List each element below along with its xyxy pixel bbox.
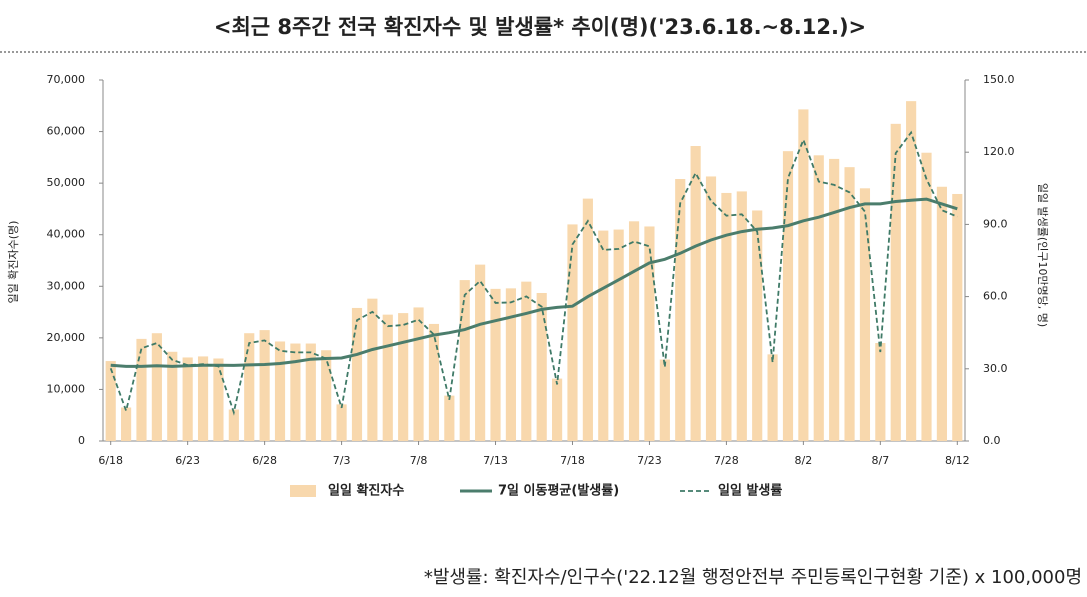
bar: [767, 354, 778, 441]
bar: [705, 176, 717, 441]
bar: [505, 288, 516, 441]
y2-axis-label: 일일 발생률(인구10만명당, 명): [1036, 183, 1050, 327]
bar: [721, 192, 732, 441]
bar: [213, 358, 224, 441]
bar: [475, 264, 486, 441]
x-tick-label: 7/18: [560, 454, 585, 467]
x-tick-label: 7/23: [637, 454, 662, 467]
x-tick-label: 8/7: [871, 454, 889, 467]
legend-label: 일일 확진자수: [328, 483, 404, 499]
bar: [921, 152, 932, 442]
y2-tick-label: 30.0: [983, 362, 1008, 375]
bar: [398, 313, 409, 441]
bar: [428, 323, 440, 441]
x-tick-label: 7/28: [714, 454, 739, 467]
x-tick-label: 8/2: [795, 454, 813, 467]
legend-label: 7일 이동평균(발생률): [498, 483, 619, 499]
bar: [628, 221, 640, 441]
bar: [798, 109, 809, 441]
bar: [382, 314, 393, 441]
bar: [736, 191, 747, 441]
bar: [644, 226, 655, 441]
x-tick-label: 6/28: [252, 454, 277, 467]
line: [110, 197, 958, 368]
y-tick-label: 40,000: [47, 228, 86, 241]
x-tick-label: 7/3: [333, 454, 351, 467]
bar: [782, 151, 794, 441]
bar: [459, 280, 470, 441]
bar: [167, 351, 178, 441]
bar: [444, 395, 455, 441]
x-tick-label: 6/18: [98, 454, 123, 467]
bar: [305, 343, 316, 441]
y-tick-label: 10,000: [47, 382, 86, 395]
y-tick-label: 30,000: [47, 279, 86, 292]
y2-tick-label: 150.0: [983, 73, 1015, 86]
bar: [197, 356, 209, 441]
bar: [151, 333, 162, 441]
line: [109, 130, 958, 416]
bar: [351, 307, 363, 441]
bar: [582, 198, 593, 441]
y2-tick-label: 0.0: [983, 434, 1001, 447]
bar: [675, 179, 686, 441]
y-tick-label: 20,000: [47, 331, 86, 344]
bar: [567, 224, 578, 441]
bar: [536, 292, 547, 441]
bar: [813, 155, 824, 441]
bar: [875, 343, 886, 441]
y2-tick-label: 90.0: [983, 217, 1008, 230]
x-tick-label: 7/8: [410, 454, 428, 467]
bar: [413, 307, 424, 441]
y-tick-label: 50,000: [47, 176, 86, 189]
bar: [752, 210, 763, 441]
bar: [321, 350, 332, 441]
bar: [859, 188, 871, 441]
bar: [952, 193, 963, 441]
bar: [844, 167, 855, 442]
bar: [136, 338, 147, 441]
bar: [367, 298, 378, 441]
bar: [659, 359, 670, 441]
y-tick-label: 70,000: [47, 73, 86, 86]
y2-tick-label: 60.0: [983, 290, 1008, 303]
bar: [244, 333, 255, 441]
y-tick-label: 0: [78, 434, 85, 447]
bar: [936, 186, 947, 441]
legend-label: 일일 발생률: [718, 483, 782, 499]
bar: [598, 230, 609, 441]
x-tick-label: 7/13: [483, 454, 508, 467]
bar: [259, 330, 270, 441]
legend-swatch: [290, 485, 316, 497]
x-tick-label: 6/23: [175, 454, 200, 467]
chart-title: <최근 8주간 전국 확진자수 및 발생률* 추이(명)('23.6.18.~8…: [214, 15, 866, 39]
bar: [906, 101, 917, 441]
bar: [121, 407, 132, 441]
y-axis-label: 일일 확진자수(명): [6, 221, 20, 304]
footnote: *발생률: 확진자수/인구수('22.12월 행정안전부 주민등록인구현황 기준…: [424, 567, 1082, 588]
bar: [105, 361, 116, 441]
bar: [521, 281, 532, 441]
bar: [274, 341, 286, 441]
bar: [228, 409, 239, 441]
y-tick-label: 60,000: [47, 125, 86, 138]
y2-tick-label: 120.0: [983, 145, 1015, 158]
x-tick-label: 8/12: [945, 454, 970, 467]
bar: [490, 288, 501, 441]
bar: [690, 146, 701, 442]
bar: [336, 404, 347, 441]
bar: [182, 357, 193, 441]
bar: [890, 123, 901, 441]
bar: [552, 378, 563, 441]
bar: [613, 229, 624, 441]
bar: [290, 343, 301, 441]
bar: [829, 158, 840, 441]
